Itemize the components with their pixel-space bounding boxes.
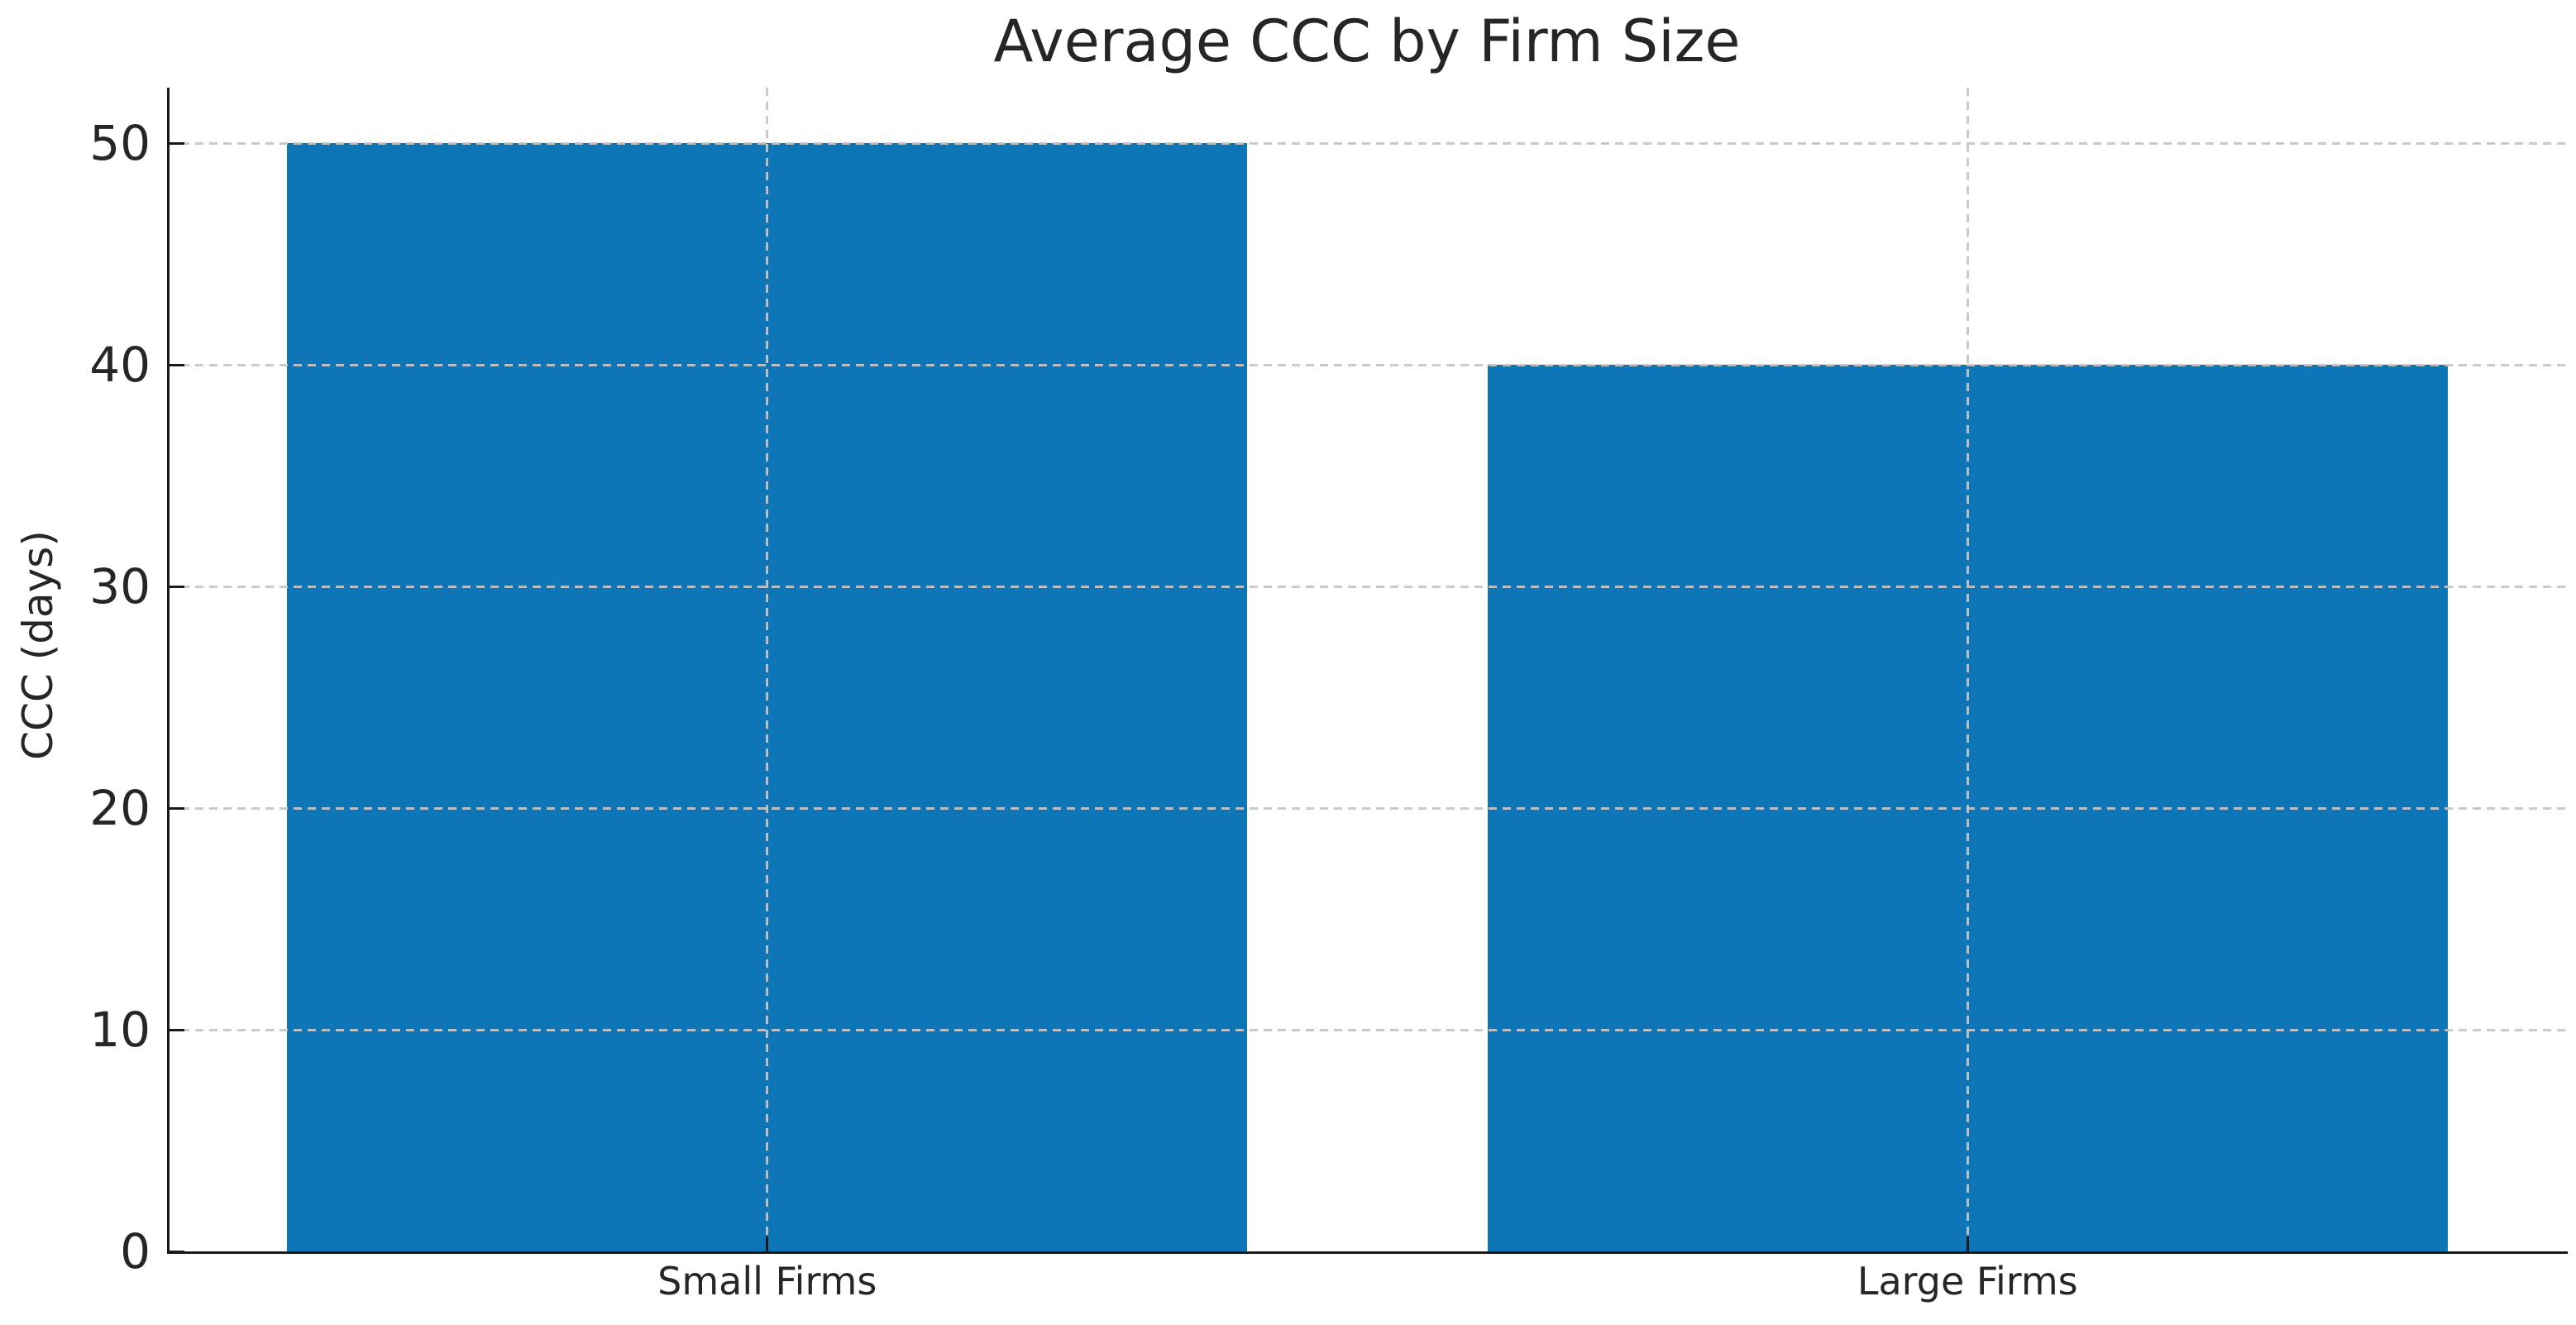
x-tick-small-firms [766,1237,769,1251]
x-axis-spine [167,1251,2568,1254]
y-tick-label-20: 20 [89,780,151,836]
y-tick-40 [170,363,184,366]
x-tick-label-small-firms: Small Firms [657,1259,877,1303]
gridline-y-40 [167,363,2568,366]
y-tick-label-40: 40 [89,337,151,393]
y-tick-label-0: 0 [120,1223,151,1280]
plot-area [167,88,2568,1251]
gridline-x-large-firms [1966,88,1969,1251]
x-tick-large-firms [1966,1237,1969,1251]
y-axis-spine [167,88,170,1254]
y-tick-0 [170,1250,184,1253]
gridline-y-50 [167,141,2568,145]
gridline-x-small-firms [766,88,769,1251]
y-tick-label-30: 30 [89,558,151,615]
chart-title: Average CCC by Firm Size [993,7,1741,75]
y-tick-20 [170,806,184,810]
x-tick-label-large-firms: Large Firms [1857,1259,2078,1303]
y-tick-30 [170,585,184,588]
y-tick-label-50: 50 [89,115,151,171]
y-tick-label-10: 10 [89,1002,151,1058]
gridline-y-20 [167,806,2568,810]
y-tick-10 [170,1028,184,1031]
gridline-y-30 [167,585,2568,588]
y-tick-50 [170,141,184,145]
gridline-y-10 [167,1028,2568,1031]
